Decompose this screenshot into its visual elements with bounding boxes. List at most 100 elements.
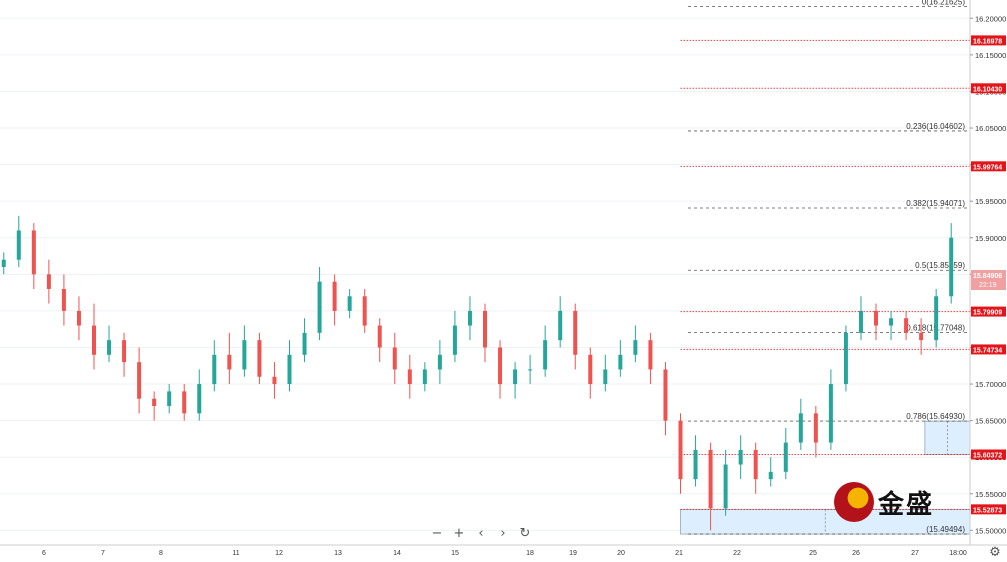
price-tick-label: 15.70000 — [975, 380, 1006, 389]
candle-body — [783, 442, 788, 472]
candle-body — [573, 310, 578, 355]
price-tick-label: 16.20000 — [975, 14, 1006, 23]
brand-logo-text: 金盛 — [878, 489, 935, 520]
price-tag — [971, 344, 1006, 355]
price-tag-label: 16.10430 — [973, 86, 1002, 93]
candle-body — [934, 296, 939, 341]
candle-body — [362, 296, 367, 326]
candle-body — [46, 274, 51, 289]
candle-body — [137, 362, 142, 399]
price-tick-label: 16.15000 — [975, 51, 1006, 60]
candle-body — [723, 464, 728, 509]
time-tick-label: 27 — [911, 550, 919, 557]
fib-level-label: 0.382(15.94071) — [906, 199, 965, 208]
time-tick-label: 20 — [617, 550, 625, 557]
candle-body — [633, 340, 638, 355]
candle-body — [738, 449, 743, 465]
candle-body — [588, 354, 593, 385]
price-tag — [971, 306, 1006, 317]
candle-body — [798, 413, 803, 443]
candle-body — [498, 347, 503, 385]
price-tick-label: 15.95000 — [975, 197, 1006, 206]
time-tick-label: 21 — [675, 550, 683, 557]
current-price-label: 15.84906 — [973, 273, 1002, 280]
price-tag — [971, 83, 1006, 94]
candle-body — [1, 259, 6, 268]
candle-body — [122, 340, 127, 363]
time-tick-label: 12 — [275, 550, 283, 557]
settings-gear-icon[interactable]: ⚙ — [989, 544, 1001, 560]
scroll-left-button[interactable]: ‹ — [478, 525, 484, 541]
price-tag — [971, 35, 1006, 46]
candle-body — [212, 354, 217, 385]
fib-level-label: 0.786(15.64930) — [906, 412, 965, 421]
candle-body — [107, 340, 112, 355]
price-tick-label: 16.05000 — [975, 124, 1006, 133]
candle-body — [843, 332, 848, 385]
scroll-right-button[interactable]: › — [500, 525, 506, 541]
candle-body — [16, 230, 21, 260]
reset-chart-button[interactable]: ↻ — [519, 525, 531, 541]
price-tick-label: 15.65000 — [975, 417, 1006, 426]
candle-body — [76, 310, 81, 326]
candle-body — [828, 384, 833, 443]
candle-body — [302, 332, 307, 355]
candle-body — [392, 347, 397, 370]
candle-body — [528, 369, 533, 371]
candle-body — [167, 391, 172, 407]
time-tick-label: 8 — [159, 550, 163, 557]
fib-level-label: 0.5(15.85559) — [915, 261, 965, 270]
candle-body — [257, 340, 262, 377]
candle-body — [663, 369, 668, 421]
candle-body — [287, 354, 292, 385]
candle-body — [919, 332, 924, 341]
candle-body — [603, 369, 608, 385]
price-tick-label: 15.50000 — [975, 526, 1006, 535]
zoom-out-button[interactable]: − — [431, 525, 443, 541]
candle-body — [904, 318, 909, 333]
price-tag-label: 15.79909 — [973, 310, 1002, 317]
candle-body — [874, 310, 879, 326]
candle-body — [543, 340, 548, 370]
candle-body — [678, 420, 683, 480]
candle-body — [152, 398, 157, 407]
price-tag — [971, 161, 1006, 172]
time-tick-label: 18:00 — [949, 550, 967, 557]
candle-body — [889, 318, 894, 326]
price-tag — [971, 504, 1006, 515]
chart-toolbar: − + ‹ › ↻ — [428, 524, 534, 542]
price-tick-label: 15.90000 — [975, 234, 1006, 243]
candle-body — [813, 413, 818, 443]
time-tick-label: 26 — [852, 550, 860, 557]
candle-body — [483, 310, 487, 348]
time-tick-label: 13 — [334, 550, 342, 557]
price-tag — [971, 449, 1006, 460]
price-tick-label: 15.55000 — [975, 490, 1006, 499]
candle-body — [242, 340, 247, 370]
candle-body — [708, 449, 713, 509]
candle-body — [31, 230, 36, 275]
time-tick-label: 15 — [451, 550, 459, 557]
candle-body — [452, 325, 457, 355]
time-axis-bg — [0, 545, 1007, 562]
price-tag-label: 15.74734 — [973, 347, 1002, 354]
candle-body — [437, 354, 442, 370]
price-tag-label: 16.16978 — [973, 38, 1002, 45]
fib-level-label: (15.49494) — [926, 525, 965, 534]
candle-body — [558, 310, 563, 341]
time-tick-label: 6 — [42, 550, 46, 557]
candle-body — [648, 340, 653, 370]
candle-body — [949, 237, 954, 297]
price-tag-label: 15.60372 — [973, 452, 1002, 459]
zoom-in-button[interactable]: + — [453, 525, 465, 541]
time-tick-label: 19 — [569, 550, 577, 557]
countdown-label: 22:19 — [979, 282, 997, 289]
brand-logo: 金盛 — [834, 482, 934, 522]
candle-body — [407, 369, 412, 385]
candle-body — [467, 310, 472, 326]
price-tag-label: 15.99764 — [973, 164, 1002, 171]
candle-body — [182, 391, 187, 414]
candle-body — [377, 325, 382, 348]
